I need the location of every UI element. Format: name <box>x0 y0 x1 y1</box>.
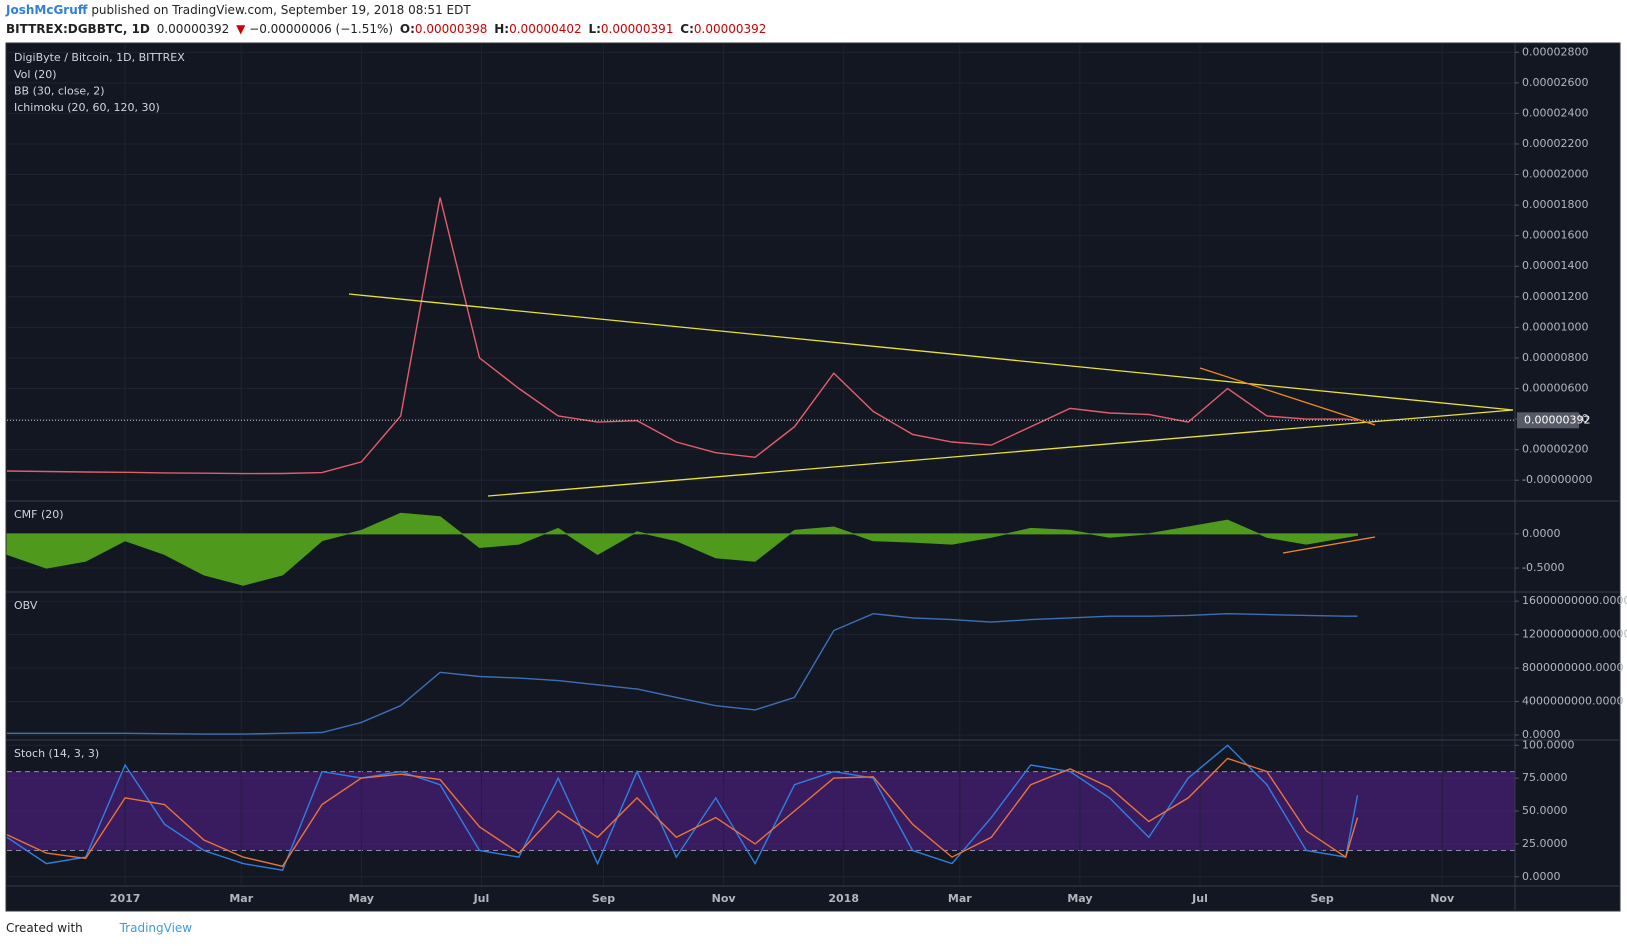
x-tick-label: Sep <box>592 892 615 905</box>
y-tick-label: 0.00002200 <box>1522 137 1588 150</box>
series-line <box>6 197 1358 475</box>
header-line: JoshMcGruff published on TradingView.com… <box>6 3 474 17</box>
trendline <box>1282 536 1376 554</box>
stoch-band <box>7 771 1515 851</box>
symbol: BITTREX:DGBBTC, 1D <box>6 22 150 36</box>
indicator-label: Vol (20) <box>14 68 57 81</box>
y-tick-label: 0.00002600 <box>1522 76 1588 89</box>
y-tick-label: 25.0000 <box>1522 837 1568 850</box>
h-label: H: <box>494 22 510 36</box>
y-tick-label: 0.00002000 <box>1522 168 1588 181</box>
y-tick-label: 0.0000 <box>1522 870 1561 883</box>
change: −0.00000006 (−1.51%) <box>249 22 394 36</box>
x-tick-label: Nov <box>1430 892 1455 905</box>
trendline <box>487 409 1514 497</box>
panel-title: OBV <box>14 599 38 612</box>
y-tick-label: 0.00001800 <box>1522 198 1588 211</box>
y-tick-label: 0.0000 <box>1522 527 1561 540</box>
y-tick-label: 0.00001600 <box>1522 229 1588 242</box>
last-price-label: 0.00000392 <box>1524 413 1590 426</box>
high: 0.00000402 <box>509 22 582 36</box>
brand[interactable]: TradingView <box>119 921 193 935</box>
x-tick-label: Mar <box>948 892 972 905</box>
series-area <box>6 512 1359 586</box>
x-tick-label: May <box>1067 892 1092 905</box>
grid <box>7 44 1515 886</box>
y-tick-label: 0.00000200 <box>1522 443 1588 456</box>
indicator-label: Ichimoku (20, 60, 120, 30) <box>14 101 160 114</box>
published: published on TradingView.com, September … <box>91 3 471 17</box>
y-tick-label: 0.00002800 <box>1522 45 1588 58</box>
y-tick-label: 8000000000.0000 <box>1522 661 1623 674</box>
author[interactable]: JoshMcGruff <box>6 3 88 17</box>
y-tick-label: 50.0000 <box>1522 804 1568 817</box>
labels: DigiByte / Bitcoin, 1D, BITTREX Vol (20) B… <box>14 45 1627 905</box>
panel-title: Stoch (14, 3, 3) <box>14 747 99 760</box>
indicator-label: BB (30, close, 2) <box>14 85 105 98</box>
panel-title: DigiByte / Bitcoin, 1D, BITTREX <box>14 51 185 64</box>
l-label: L: <box>588 22 601 36</box>
y-tick-label: 16000000000.0000 <box>1522 594 1627 607</box>
y-tick-label: 0.00000800 <box>1522 351 1588 364</box>
panel-title: CMF (20) <box>14 508 64 521</box>
arrow: ▼ <box>236 22 246 36</box>
chart-frame <box>5 42 1621 912</box>
low: 0.00000391 <box>600 22 674 36</box>
price: 0.00000392 <box>156 22 230 36</box>
x-tick-label: Mar <box>229 892 253 905</box>
footer: Created with TradingView <box>6 921 195 935</box>
trendline <box>348 293 1514 411</box>
y-tick-label: -0.00000000 <box>1522 473 1592 486</box>
y-tick-label: 75.0000 <box>1522 771 1568 784</box>
x-tick-label: Jul <box>473 892 490 905</box>
y-tick-label: 100.0000 <box>1522 738 1575 751</box>
o-label: O: <box>399 22 415 36</box>
trendline <box>1199 367 1376 426</box>
x-tick-label: 2017 <box>110 892 141 905</box>
marks <box>6 197 1515 871</box>
y-tick-label: 0.0000 <box>1522 728 1561 741</box>
y-tick-label: 0.00001400 <box>1522 259 1588 272</box>
series-line <box>7 612 1358 735</box>
series-line <box>6 757 1359 868</box>
y-tick-label: 0.00001200 <box>1522 290 1588 303</box>
symbol-line: BITTREX:DGBBTC, 1D 0.00000392 ▼ −0.00000… <box>6 22 769 36</box>
x-tick-label: 2018 <box>828 892 859 905</box>
last-price-box <box>1517 412 1579 429</box>
x-tick-label: Jul <box>1191 892 1208 905</box>
y-tick-label: -0.5000 <box>1522 561 1564 574</box>
x-tick-label: Nov <box>712 892 737 905</box>
open: 0.00000398 <box>414 22 488 36</box>
y-tick-label: 0.00001000 <box>1522 320 1588 333</box>
x-tick-label: May <box>349 892 374 905</box>
y-tick-label: 4000000000.0000 <box>1522 695 1623 708</box>
y-tick-label: 0.00000600 <box>1522 382 1588 395</box>
x-tick-label: Sep <box>1310 892 1333 905</box>
created-with: Created with <box>6 921 83 935</box>
c-label: C: <box>680 22 694 36</box>
close: 0.00000392 <box>693 22 767 36</box>
y-tick-label: 0.00002400 <box>1522 106 1588 119</box>
y-tick-label: 12000000000.0000 <box>1522 628 1627 641</box>
